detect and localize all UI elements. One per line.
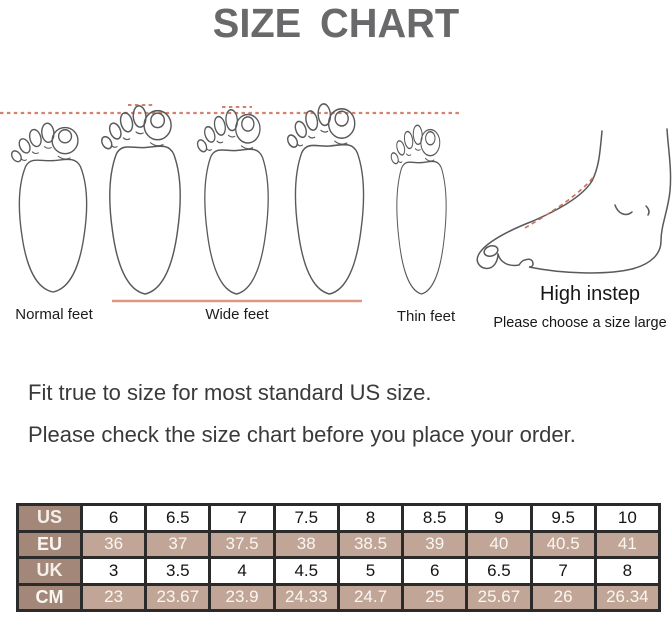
high-instep-foot-diagram xyxy=(476,128,672,274)
label-thin-feet: Thin feet xyxy=(396,308,456,325)
row-header-us: US xyxy=(16,503,83,533)
size-cell: 7 xyxy=(529,556,597,586)
row-header-eu: EU xyxy=(16,529,83,559)
size-cell: 7.5 xyxy=(272,503,340,533)
size-cell: 3 xyxy=(79,556,148,586)
size-row-eu: EU 36 37 37.5 38 38.5 39 40 40.5 41 xyxy=(16,529,662,559)
size-cell: 7 xyxy=(208,503,276,533)
size-cell: 3.5 xyxy=(144,556,212,586)
size-cell: 37.5 xyxy=(208,529,276,559)
label-normal-feet: Normal feet xyxy=(15,306,93,323)
footprint-thin xyxy=(389,123,447,295)
size-cell: 8 xyxy=(336,503,405,533)
size-cell: 26.34 xyxy=(593,582,662,612)
size-cell: 6.5 xyxy=(144,503,212,533)
size-cell: 4 xyxy=(208,556,276,586)
size-cell: 24.7 xyxy=(336,582,405,612)
size-cell: 39 xyxy=(401,529,469,559)
size-cell: 25.67 xyxy=(465,582,533,612)
label-wide-feet: Wide feet xyxy=(205,306,269,323)
size-cell: 41 xyxy=(593,529,662,559)
feet-diagram xyxy=(0,102,460,303)
size-cell: 40 xyxy=(465,529,533,559)
footprint-normal xyxy=(8,121,88,293)
size-cell: 40.5 xyxy=(529,529,597,559)
size-cell: 24.33 xyxy=(272,582,340,612)
size-cell: 37 xyxy=(144,529,212,559)
size-cell: 6 xyxy=(401,556,469,586)
size-cell: 26 xyxy=(529,582,597,612)
footprint-wide-3 xyxy=(284,102,365,295)
size-table-body: US 6 6.5 7 7.5 8 8.5 9 9.5 10 EU 36 37 37.5 38 38.5 39 40… xyxy=(16,503,662,612)
size-cell: 9.5 xyxy=(529,503,597,533)
size-cell: 36 xyxy=(79,529,148,559)
footprint-wide-1 xyxy=(98,104,181,295)
size-cell: 8.5 xyxy=(401,503,469,533)
label-instep-note: Please choose a size large xyxy=(493,315,667,331)
row-header-cm: CM xyxy=(16,582,83,612)
row-header-uk: UK xyxy=(16,556,83,586)
size-cell: 23.9 xyxy=(208,582,276,612)
fit-note-line1: Fit true to size for most standard US si… xyxy=(28,380,432,405)
page-title: SIZE CHART xyxy=(212,0,460,46)
size-cell: 5 xyxy=(336,556,405,586)
size-row-cm: CM 23 23.67 23.9 24.33 24.7 25 25.67 26 26.34 xyxy=(16,582,662,612)
size-cell: 23 xyxy=(79,582,148,612)
size-conversion-table: US 6 6.5 7 7.5 8 8.5 9 9.5 10 EU 36 37 37.5 38 38.5 39 40… xyxy=(16,503,662,612)
size-row-uk: UK 3 3.5 4 4.5 5 6 6.5 7 8 xyxy=(16,556,662,586)
size-cell: 6 xyxy=(79,503,148,533)
instep-height-dashed-line xyxy=(524,174,596,229)
size-cell: 6.5 xyxy=(465,556,533,586)
footprint-wide-2 xyxy=(194,108,269,295)
size-cell: 8 xyxy=(593,556,662,586)
size-row-us: US 6 6.5 7 7.5 8 8.5 9 9.5 10 xyxy=(16,503,662,533)
size-cell: 38.5 xyxy=(336,529,405,559)
size-cell: 38 xyxy=(272,529,340,559)
label-high-instep: High instep xyxy=(539,283,641,305)
size-cell: 23.67 xyxy=(144,582,212,612)
size-cell: 9 xyxy=(465,503,533,533)
fit-note-line2: Please check the size chart before you p… xyxy=(28,422,576,447)
size-cell: 25 xyxy=(401,582,469,612)
size-cell: 4.5 xyxy=(272,556,340,586)
size-cell: 10 xyxy=(593,503,662,533)
